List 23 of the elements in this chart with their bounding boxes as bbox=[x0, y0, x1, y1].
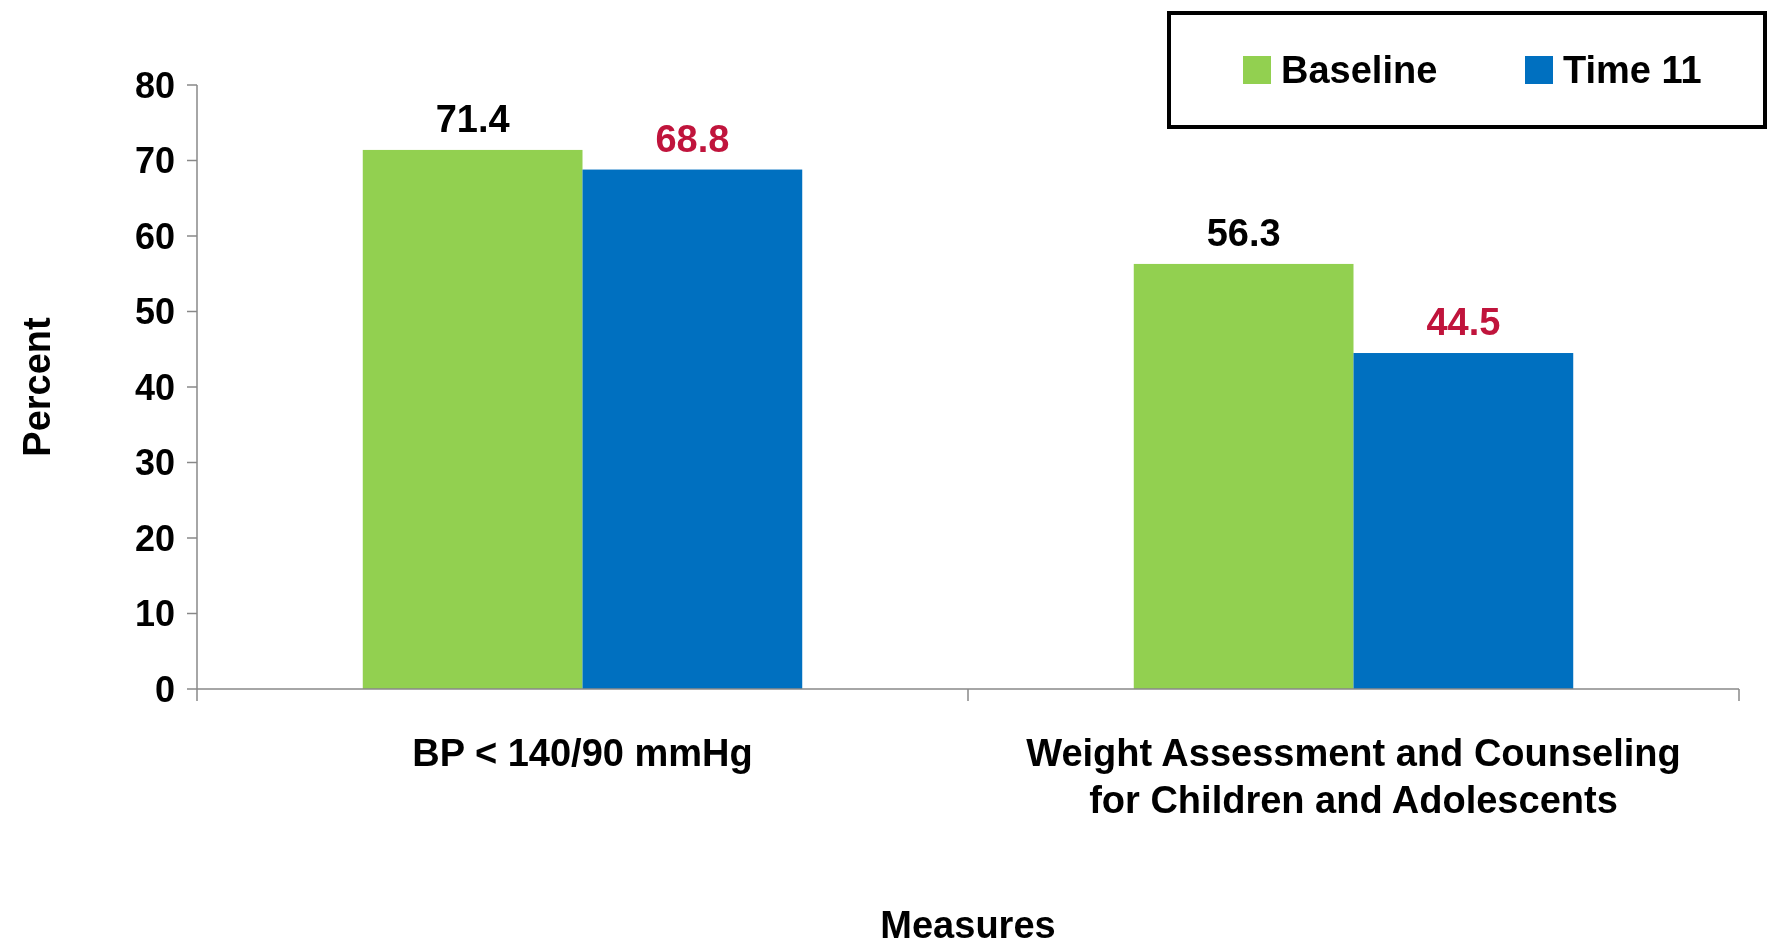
x-tick-label: BP < 140/90 mmHg bbox=[412, 732, 753, 774]
legend-label: Time 11 bbox=[1563, 49, 1702, 92]
data-label: 56.3 bbox=[1206, 211, 1281, 254]
y-tick-label: 40 bbox=[134, 366, 175, 408]
y-axis-title: Percent bbox=[16, 316, 58, 457]
bar bbox=[1133, 263, 1354, 689]
y-tick-label: 50 bbox=[134, 291, 175, 333]
x-tick-label: Weight Assessment and Counseling for Children and Adolescents bbox=[1026, 732, 1681, 821]
y-tick-label: 30 bbox=[134, 442, 175, 484]
y-tick-label: 0 bbox=[154, 668, 175, 710]
y-tick-label: 20 bbox=[134, 517, 175, 559]
y-tick-label: 60 bbox=[134, 215, 175, 257]
data-label: 44.5 bbox=[1426, 301, 1501, 344]
legend-label: Baseline bbox=[1281, 49, 1438, 92]
data-label: 71.4 bbox=[435, 97, 510, 140]
x-axis-title: Measures bbox=[880, 904, 1056, 946]
bar bbox=[1353, 353, 1574, 689]
bar bbox=[362, 149, 583, 689]
y-tick-label: 10 bbox=[134, 593, 175, 635]
y-tick-label: 70 bbox=[134, 140, 175, 182]
data-label: 68.8 bbox=[655, 117, 730, 160]
bar bbox=[582, 169, 803, 689]
y-tick-label: 80 bbox=[134, 64, 175, 106]
